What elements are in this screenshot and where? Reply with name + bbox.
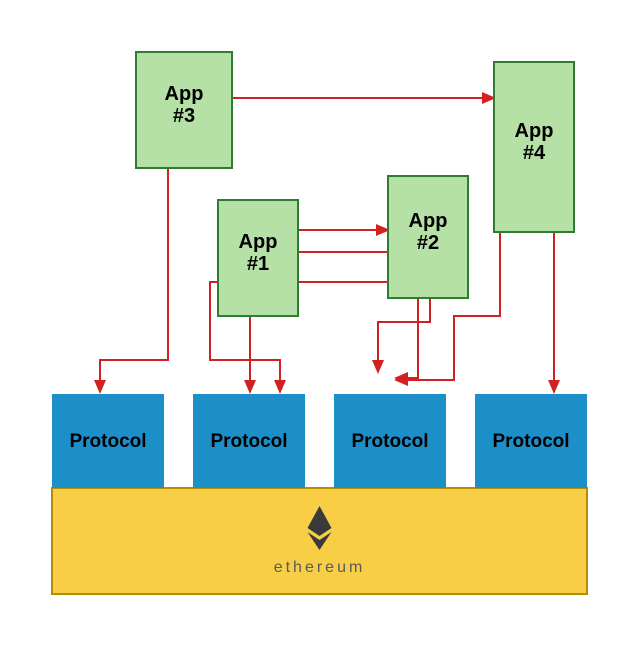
protocol-label: Protocol xyxy=(69,431,146,452)
protocol-label: Protocol xyxy=(492,431,569,452)
connector-arrow xyxy=(100,168,168,392)
base-layer-label: ethereum xyxy=(274,559,366,576)
protocol-label: Protocol xyxy=(351,431,428,452)
diagram-canvas: ethereum Protocol Protocol Protocol Protocol… xyxy=(0,0,640,651)
protocol-label: Protocol xyxy=(210,431,287,452)
connector-arrow xyxy=(396,298,418,378)
